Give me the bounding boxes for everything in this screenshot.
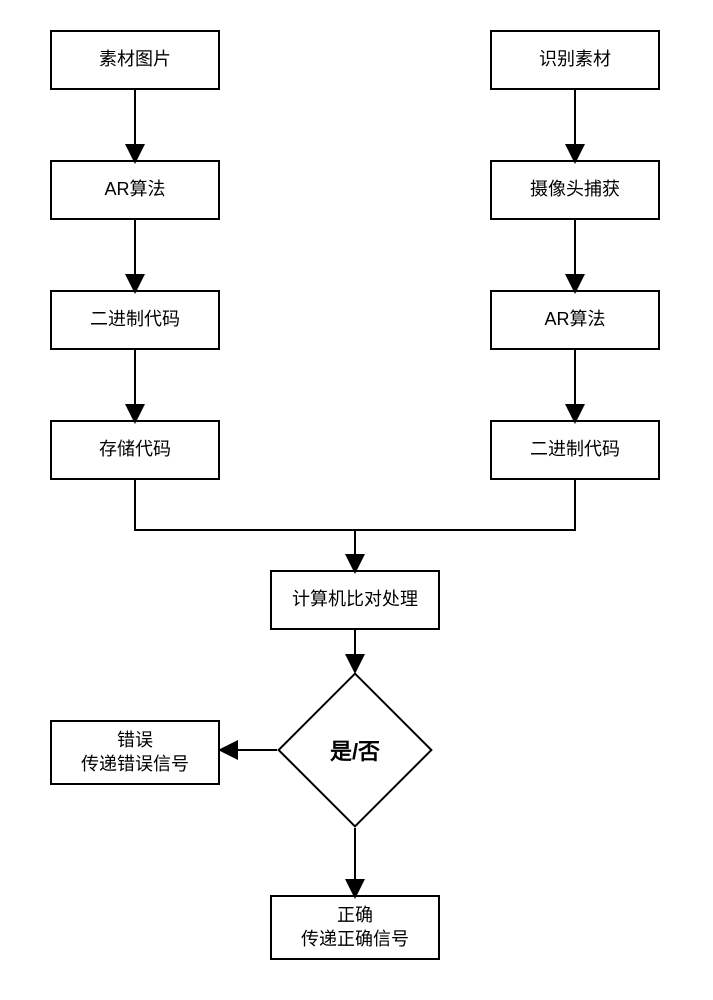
node-computer-compare: 计算机比对处理 (270, 570, 440, 630)
node-camera-capture: 摄像头捕获 (490, 160, 660, 220)
node-store-code: 存储代码 (50, 420, 220, 480)
node-label: 识别素材 (539, 48, 611, 71)
node-label: 素材图片 (99, 48, 171, 71)
node-correct: 正确 传递正确信号 (270, 895, 440, 960)
node-binary-code-left: 二进制代码 (50, 290, 220, 350)
node-label: 正确 传递正确信号 (301, 904, 409, 951)
node-label: 错误 传递错误信号 (81, 729, 189, 776)
node-label: AR算法 (544, 308, 605, 331)
node-label: 摄像头捕获 (530, 178, 620, 201)
node-ar-algorithm-left: AR算法 (50, 160, 220, 220)
node-label: 二进制代码 (90, 308, 180, 331)
node-label: 计算机比对处理 (292, 588, 418, 611)
node-recognize-material: 识别素材 (490, 30, 660, 90)
node-ar-algorithm-right: AR算法 (490, 290, 660, 350)
node-binary-code-right: 二进制代码 (490, 420, 660, 480)
node-label: 存储代码 (99, 438, 171, 461)
node-error: 错误 传递错误信号 (50, 720, 220, 785)
node-material-image: 素材图片 (50, 30, 220, 90)
node-label: 是/否 (330, 734, 380, 766)
flow-arrows (0, 0, 713, 1000)
node-label: AR算法 (104, 178, 165, 201)
node-label: 二进制代码 (530, 438, 620, 461)
node-decision: 是/否 (300, 695, 410, 805)
